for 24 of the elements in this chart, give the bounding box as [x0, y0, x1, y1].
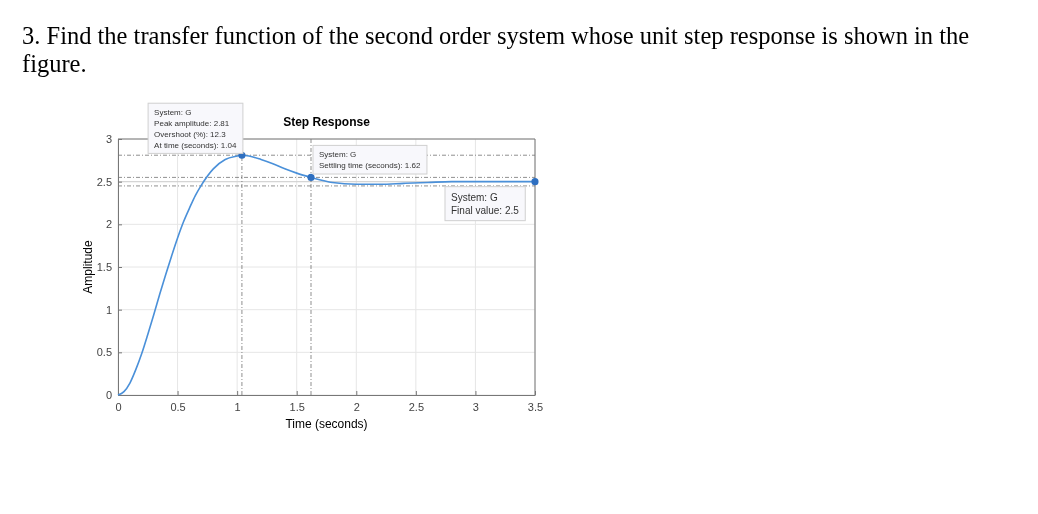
x-tick-label: 2.5: [408, 400, 425, 413]
annotation: System: G Peak amplitude: 2.81 Overshoot (%): 12.3 At time (seconds): 1.04: [154, 108, 237, 150]
x-tick-label: 1: [234, 400, 241, 413]
annotation: System: G Settling time (seconds): 1.62: [319, 150, 421, 171]
point: [531, 178, 539, 186]
x-tick-label: 3: [472, 400, 479, 413]
y-tick-label: 3: [105, 133, 112, 146]
chart-title: 3. Find the transfer function of the second order system whose unit step response is shown in the figure.: [22, 22, 971, 78]
point: [307, 173, 315, 181]
y-tick-label: 0: [105, 389, 112, 402]
y-tick-label: 2.5: [96, 175, 112, 188]
x-tick-label: 0.5: [170, 400, 186, 413]
x-tick-label: 2: [353, 400, 360, 413]
x-axis-title: Time (seconds): [285, 417, 368, 431]
x-tick-label: 3.5: [527, 400, 544, 413]
x-tick-label: 0: [115, 400, 122, 413]
y-tick-label: 1.5: [96, 261, 112, 274]
chart-subtitle: Step Response: [283, 115, 371, 129]
x-tick-label: 1.5: [289, 400, 305, 413]
y-tick-label: 1: [105, 303, 112, 316]
y-tick-label: 0.5: [96, 346, 112, 359]
y-tick-label: 2: [105, 218, 112, 231]
y-axis-title: Amplitude: [81, 240, 95, 294]
annotation: System: G Final value: 2.5: [451, 191, 520, 217]
